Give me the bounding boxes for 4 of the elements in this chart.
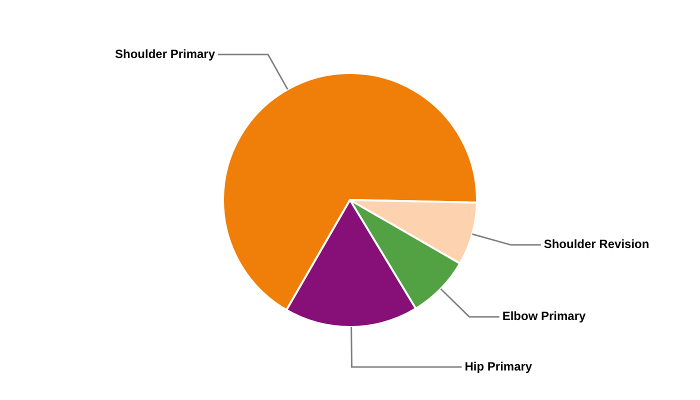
slice-label: Shoulder Revision (544, 237, 650, 252)
slice-label: Elbow Primary (502, 309, 586, 324)
slice-label: Hip Primary (464, 359, 532, 374)
slice-label: Shoulder Primary (114, 46, 216, 61)
